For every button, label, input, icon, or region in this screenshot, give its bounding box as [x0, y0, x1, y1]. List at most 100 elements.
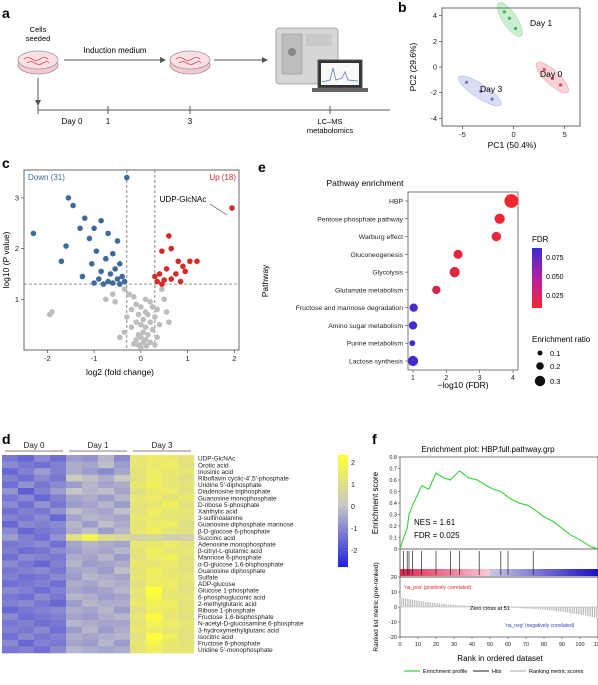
heatmap-cell: [34, 461, 51, 469]
heatmap-cell: [66, 580, 83, 588]
rank-color-segment: [436, 569, 440, 576]
down-point: [119, 273, 125, 280]
heatmap-cell: [98, 606, 115, 614]
panel-b: b -5 0 5 4 2 0 -2 -4 PC1 (50.4%) PC2 (29.6%) Da…: [398, 0, 581, 150]
heatmap-cell: [82, 560, 99, 568]
heatmap-cell: [18, 461, 35, 469]
size-legend-dot: [536, 362, 544, 370]
x-tick-label: 0: [139, 354, 143, 363]
heatmap-cell: [146, 639, 163, 647]
pca-point: [464, 80, 469, 84]
heatmap-cell: [178, 633, 195, 641]
ns-point: [161, 296, 168, 303]
heatmap-cell: [98, 461, 115, 469]
down-point: [98, 268, 104, 275]
heatmap-cell: [146, 626, 163, 634]
pca-point: [507, 16, 512, 20]
down-point: [114, 276, 121, 282]
heatmap-cell: [34, 626, 51, 634]
heatmap-cell: [130, 540, 147, 548]
pathway-point: [409, 303, 418, 312]
down-point: [95, 276, 102, 282]
heatmap-cell: [2, 481, 19, 489]
rank-color-segment: [533, 569, 538, 576]
heatmap-cell: [82, 461, 99, 469]
heatmap-cell: [98, 593, 115, 601]
heatmap-cell: [2, 501, 19, 509]
heatmap-cell: [178, 494, 195, 502]
down-count-label: Down (31): [28, 173, 65, 182]
heatmap-cell: [2, 593, 19, 601]
metabolite-label: Glucose 1-phosphate: [198, 588, 259, 595]
heatmap-cell: [2, 521, 19, 528]
rank-color-segment: [439, 569, 444, 576]
heatmap-cell: [34, 554, 51, 561]
heatmap-cell: [66, 514, 83, 522]
rank-color-segment: [544, 569, 548, 576]
down-point: [117, 261, 123, 267]
ns-point: [138, 321, 144, 328]
x-tick-label: 50: [487, 642, 493, 648]
ns-point: [131, 293, 137, 300]
rank-color-segment: [479, 569, 484, 576]
heatmap-cell: [114, 646, 131, 654]
rank-color-segment: [508, 569, 512, 576]
heatmap-cell: [82, 600, 99, 608]
heatmap-cell: [2, 606, 19, 614]
metabolite-label: Guanosine diphosphate: [198, 568, 266, 575]
heatmap-cell: [98, 534, 115, 542]
gsea-legend: Enrichment profile Hits Ranking metric s…: [404, 669, 584, 675]
induction-medium-label: Induction medium: [83, 46, 146, 55]
heatmap-cell: [130, 481, 147, 489]
lcms-line2: metabolomics: [307, 126, 354, 135]
x-tick-label: 10: [415, 642, 421, 648]
ns-point: [140, 329, 146, 336]
heatmap-cell: [114, 455, 131, 462]
x-tick-label: 5: [563, 130, 567, 139]
heatmap-cell: [146, 580, 163, 588]
up-point: [163, 266, 170, 272]
metabolite-label: Riboflavin cyclic-4′,5′-phosphate: [198, 476, 289, 483]
heatmap-cell: [130, 593, 147, 601]
heatmap-cell: [82, 481, 99, 489]
heatmap-cell: [114, 527, 131, 535]
heatmap-cell: [82, 547, 99, 555]
heatmap-cell: [82, 488, 99, 495]
down-point: [79, 273, 86, 280]
timeline-tick-day3: 3: [188, 117, 193, 126]
heatmap-cell: [146, 646, 163, 654]
heatmap-cell: [98, 501, 115, 509]
heatmap-cell: [2, 600, 19, 608]
heatmap-cell: [146, 474, 163, 482]
heatmap-cell: [50, 474, 67, 482]
pca-point: [542, 67, 546, 72]
x-tick-label: 2: [232, 354, 236, 363]
heatmap-cell: [162, 501, 179, 509]
metabolite-label: β-citryl-L-glutamic acid: [198, 548, 262, 555]
x-tick-label: 30: [451, 642, 457, 648]
heatmap-cell: [2, 580, 19, 588]
heatmap-cell: [146, 613, 163, 621]
rank-color-segment: [565, 569, 570, 576]
petri-dish-icon: [169, 50, 211, 75]
heatmap-cell: [162, 560, 179, 568]
heatmap-cell: [82, 587, 99, 594]
heatmap-cell: [130, 620, 147, 627]
rank-color-segment: [482, 569, 487, 576]
heatmap-cell: [18, 554, 35, 561]
metabolite-label: Fructose 1,6-bisphosphate: [198, 614, 274, 621]
heatmap-cell: [2, 540, 19, 548]
heatmap-cell: [178, 573, 195, 581]
ns-point: [138, 344, 144, 351]
heatmap-cell: [98, 455, 115, 462]
heatmap-cell: [66, 494, 83, 502]
down-point: [81, 215, 88, 221]
rank-color-segment: [461, 569, 466, 576]
ns-point: [147, 339, 153, 346]
heatmap-cell: [18, 606, 35, 614]
heatmap-cell: [50, 534, 67, 542]
heatmap-cell: [178, 646, 195, 654]
heatmap-cell: [18, 527, 35, 535]
heatmap-cell: [50, 501, 67, 509]
heatmap-cell: [2, 613, 19, 621]
